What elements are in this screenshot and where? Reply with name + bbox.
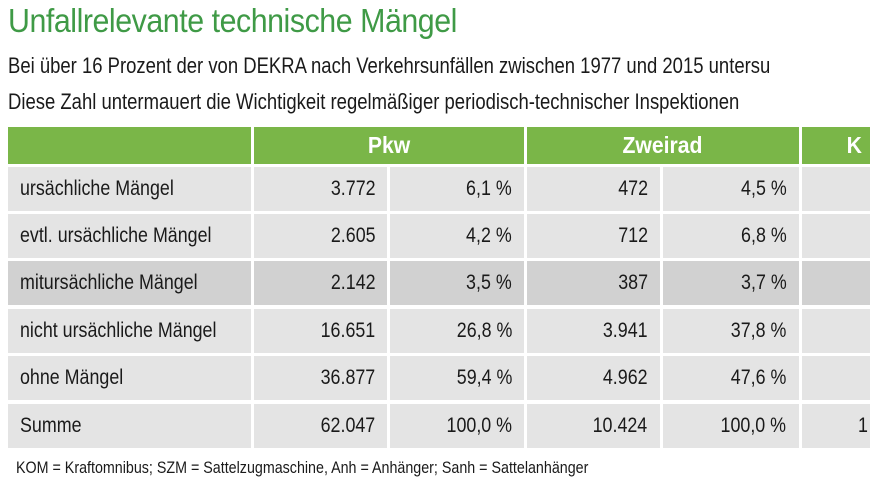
pkw-count: 36.877 xyxy=(251,353,389,402)
row-label: nicht ursächliche Mängel xyxy=(8,305,253,355)
zweirad-percent-text: 3,7 % xyxy=(740,271,787,294)
table-row: ohne Mängel 36.877 59,4 % 4.962 47,6 % xyxy=(8,353,870,402)
zweirad-percent: 6,8 % xyxy=(659,211,800,260)
pkw-percent-text: 59,4 % xyxy=(456,366,513,389)
row-label-text: mitursächliche Mängel xyxy=(20,271,198,294)
pkw-count-text: 2.605 xyxy=(330,224,376,247)
pkw-percent: 6,1 % xyxy=(387,164,526,213)
header-blank xyxy=(8,127,253,166)
zweirad-percent-text: 6,8 % xyxy=(740,224,787,247)
zweirad-count-text: 712 xyxy=(617,224,648,247)
next-group-cell xyxy=(798,211,870,260)
zweirad-count: 10.424 xyxy=(524,400,662,448)
zweirad-percent-text: 100,0 % xyxy=(720,414,787,437)
pkw-count: 2.142 xyxy=(251,258,389,307)
header-next-group: K xyxy=(798,127,870,166)
table-row: mitursächliche Mängel 2.142 3,5 % 387 3,… xyxy=(8,258,870,307)
header-pkw-label: Pkw xyxy=(368,132,411,158)
zweirad-percent: 37,8 % xyxy=(659,305,800,355)
header-next-group-label: K xyxy=(846,132,862,158)
pkw-count-text: 2.142 xyxy=(330,271,376,294)
table-row: ursächliche Mängel 3.772 6,1 % 472 4,5 % xyxy=(8,164,870,213)
header-pkw: Pkw xyxy=(251,127,526,166)
zweirad-count-text: 10.424 xyxy=(593,414,648,437)
zweirad-percent: 4,5 % xyxy=(659,164,800,213)
zweirad-count: 472 xyxy=(524,164,662,213)
table-row: evtl. ursächliche Mängel 2.605 4,2 % 712… xyxy=(8,211,870,260)
row-label: mitursächliche Mängel xyxy=(8,258,253,307)
zweirad-percent-text: 4,5 % xyxy=(740,177,787,200)
zweirad-count: 387 xyxy=(524,258,662,307)
row-label-text: evtl. ursächliche Mängel xyxy=(20,224,212,247)
pkw-count: 16.651 xyxy=(251,305,389,355)
pkw-percent-text: 26,8 % xyxy=(456,319,513,342)
pkw-percent: 3,5 % xyxy=(387,258,526,307)
subtitle-line-1: Bei über 16 Prozent der von DEKRA nach V… xyxy=(8,53,771,78)
pkw-percent-text: 3,5 % xyxy=(466,271,513,294)
pkw-percent-text: 6,1 % xyxy=(466,177,513,200)
next-group-cell xyxy=(798,305,870,355)
pkw-count: 62.047 xyxy=(251,400,389,448)
subtitle-line-2: Diese Zahl untermauert die Wichtigkeit r… xyxy=(8,89,740,114)
pkw-count: 2.605 xyxy=(251,211,389,260)
pkw-count-text: 16.651 xyxy=(320,319,376,342)
row-label: evtl. ursächliche Mängel xyxy=(8,211,253,260)
pkw-percent: 26,8 % xyxy=(387,305,526,355)
next-group-cell xyxy=(798,353,870,402)
zweirad-count-text: 3.941 xyxy=(602,319,648,342)
pkw-percent: 100,0 % xyxy=(387,400,526,448)
zweirad-percent-text: 47,6 % xyxy=(730,366,787,389)
zweirad-percent: 3,7 % xyxy=(659,258,800,307)
zweirad-count: 712 xyxy=(524,211,662,260)
pkw-percent: 59,4 % xyxy=(387,353,526,402)
footnote: KOM = Kraftomnibus; SZM = Sattelzugmasch… xyxy=(16,458,589,477)
zweirad-percent-text: 37,8 % xyxy=(730,319,787,342)
page-title: Unfallrelevante technische Mängel xyxy=(8,2,457,39)
next-group-text: 1 xyxy=(857,414,868,437)
zweirad-count-text: 472 xyxy=(617,177,648,200)
pkw-percent: 4,2 % xyxy=(387,211,526,260)
defects-table: Pkw Zweirad K ursächliche Mängel 3.772 6… xyxy=(8,127,870,448)
pkw-percent-text: 100,0 % xyxy=(446,414,513,437)
header-zweirad-label: Zweirad xyxy=(622,132,703,158)
row-label: ohne Mängel xyxy=(8,353,253,402)
next-group-cell xyxy=(798,258,870,307)
table-header-row: Pkw Zweirad K xyxy=(8,127,870,166)
next-group-cell xyxy=(798,164,870,213)
row-label: Summe xyxy=(8,400,253,448)
pkw-count-text: 3.772 xyxy=(330,177,376,200)
table-row: nicht ursächliche Mängel 16.651 26,8 % 3… xyxy=(8,305,870,355)
zweirad-percent: 100,0 % xyxy=(659,400,800,448)
row-label-text: ohne Mängel xyxy=(20,366,124,389)
table-row-total: Summe 62.047 100,0 % 10.424 100,0 % 1 xyxy=(8,400,870,448)
row-label: ursächliche Mängel xyxy=(8,164,253,213)
header-zweirad: Zweirad xyxy=(524,127,800,166)
zweirad-count: 4.962 xyxy=(524,353,662,402)
pkw-count-text: 62.047 xyxy=(320,414,376,437)
zweirad-count: 3.941 xyxy=(524,305,662,355)
row-label-text: Summe xyxy=(20,414,82,437)
pkw-count: 3.772 xyxy=(251,164,389,213)
pkw-count-text: 36.877 xyxy=(320,366,376,389)
zweirad-count-text: 387 xyxy=(617,271,648,294)
row-label-text: ursächliche Mängel xyxy=(20,177,174,200)
zweirad-count-text: 4.962 xyxy=(602,366,648,389)
zweirad-percent: 47,6 % xyxy=(659,353,800,402)
row-label-text: nicht ursächliche Mängel xyxy=(20,319,217,342)
pkw-percent-text: 4,2 % xyxy=(466,224,513,247)
next-group-cell: 1 xyxy=(798,400,870,448)
